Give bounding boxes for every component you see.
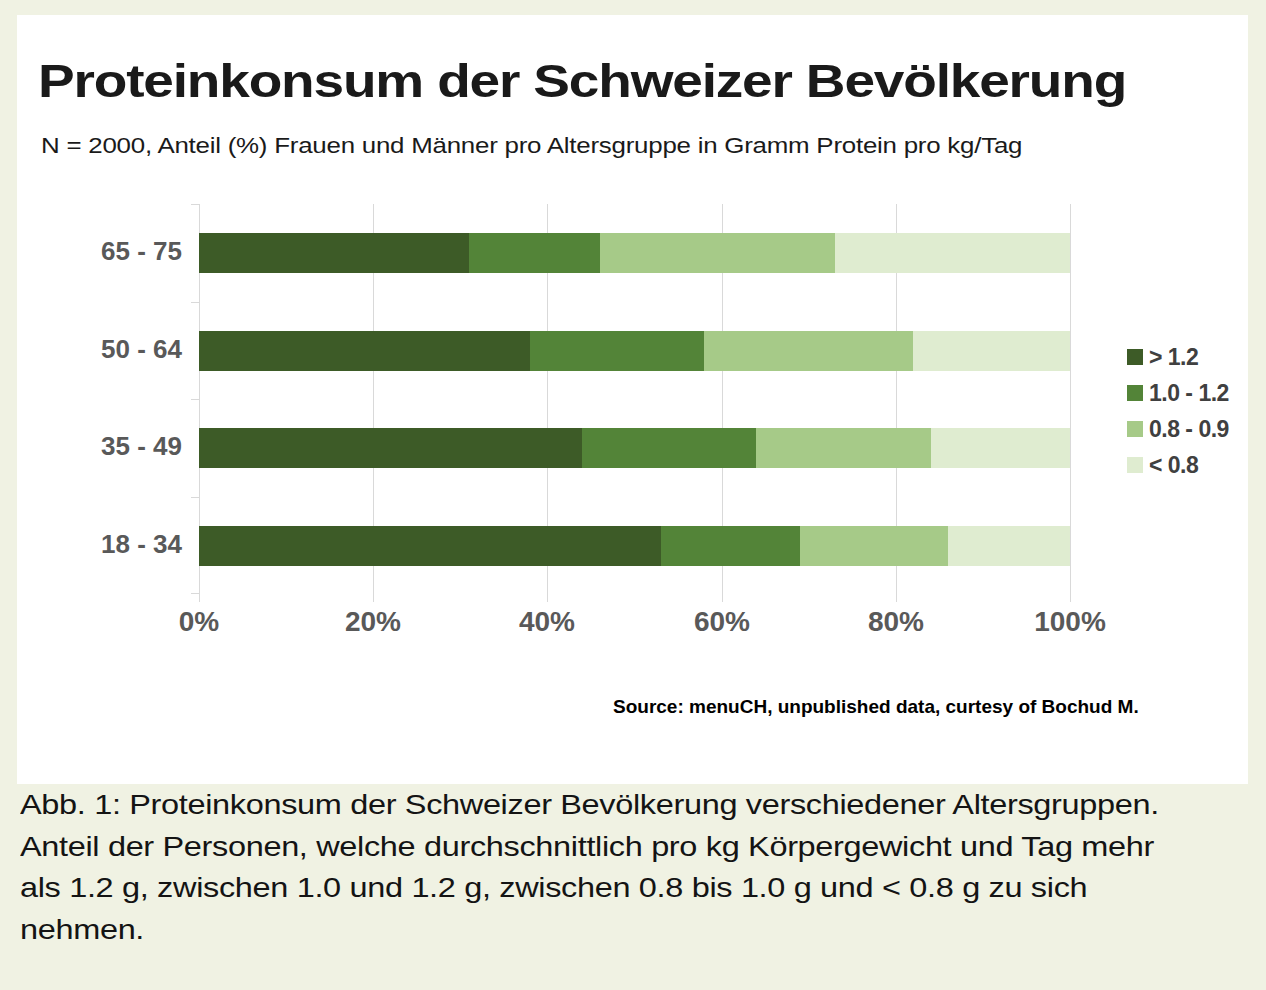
legend-item: > 1.2 bbox=[1127, 339, 1229, 375]
source-note: Source: menuCH, unpublished data, curtes… bbox=[613, 696, 1139, 718]
legend-item: 1.0 - 1.2 bbox=[1127, 375, 1229, 411]
x-axis-tick bbox=[722, 594, 723, 602]
bar-segment bbox=[756, 428, 930, 468]
bar-segment bbox=[199, 331, 530, 371]
caption-line: nehmen. bbox=[20, 909, 1266, 951]
bar-segment bbox=[582, 428, 756, 468]
bar-segment bbox=[600, 233, 835, 273]
legend: > 1.2 1.0 - 1.2 0.8 - 0.9 < 0.8 bbox=[1127, 339, 1229, 483]
y-axis-tick bbox=[191, 593, 199, 594]
bar-segment bbox=[199, 428, 582, 468]
legend-item: 0.8 - 0.9 bbox=[1127, 411, 1229, 447]
x-axis-label: 80% bbox=[831, 606, 961, 638]
caption-line: als 1.2 g, zwischen 1.0 und 1.2 g, zwisc… bbox=[20, 867, 1266, 909]
y-axis-tick bbox=[191, 204, 199, 205]
y-axis-label: 50 - 64 bbox=[67, 334, 182, 365]
legend-item: < 0.8 bbox=[1127, 447, 1229, 483]
caption-line: Anteil der Personen, welche durchschnitt… bbox=[20, 826, 1266, 868]
x-axis-label: 20% bbox=[308, 606, 438, 638]
bar-segment bbox=[835, 233, 1070, 273]
y-axis-tick bbox=[191, 399, 199, 400]
plot-area: 0%20%40%60%80%100%65 - 7550 - 6435 - 491… bbox=[199, 204, 1070, 594]
figure-caption: Abb. 1: Proteinkonsum der Schweizer Bevö… bbox=[20, 784, 1240, 950]
bar-segment bbox=[530, 331, 704, 371]
legend-swatch-icon bbox=[1127, 385, 1143, 401]
x-axis-tick bbox=[373, 594, 374, 602]
y-axis-tick bbox=[191, 302, 199, 303]
y-axis-label: 18 - 34 bbox=[67, 529, 182, 560]
bar-segment bbox=[199, 233, 469, 273]
x-axis-tick bbox=[199, 594, 200, 602]
bar-segment bbox=[661, 526, 800, 566]
bar-segment bbox=[948, 526, 1070, 566]
bar-segment bbox=[469, 233, 600, 273]
bar-segment bbox=[800, 526, 948, 566]
chart-subtitle: N = 2000, Anteil (%) Frauen und Männer p… bbox=[41, 133, 1022, 159]
y-axis-label: 65 - 75 bbox=[67, 236, 182, 267]
x-axis-tick bbox=[896, 594, 897, 602]
y-axis-tick bbox=[191, 497, 199, 498]
chart-panel: Proteinkonsum der Schweizer Bevölkerung … bbox=[17, 15, 1248, 784]
chart-title: Proteinkonsum der Schweizer Bevölkerung bbox=[38, 53, 1126, 108]
bar-segment bbox=[931, 428, 1070, 468]
legend-label: < 0.8 bbox=[1149, 452, 1198, 479]
legend-swatch-icon bbox=[1127, 457, 1143, 473]
x-axis-tick bbox=[547, 594, 548, 602]
bar-segment bbox=[704, 331, 913, 371]
y-axis-label: 35 - 49 bbox=[67, 431, 182, 462]
x-axis-label: 100% bbox=[1005, 606, 1135, 638]
legend-label: > 1.2 bbox=[1149, 344, 1198, 371]
bar-segment bbox=[913, 331, 1070, 371]
legend-swatch-icon bbox=[1127, 349, 1143, 365]
x-axis-label: 40% bbox=[482, 606, 612, 638]
x-axis-label: 60% bbox=[657, 606, 787, 638]
legend-label: 1.0 - 1.2 bbox=[1149, 380, 1229, 407]
bar-segment bbox=[199, 526, 661, 566]
x-axis-label: 0% bbox=[134, 606, 264, 638]
caption-line: Abb. 1: Proteinkonsum der Schweizer Bevö… bbox=[20, 784, 1266, 826]
legend-swatch-icon bbox=[1127, 421, 1143, 437]
legend-label: 0.8 - 0.9 bbox=[1149, 416, 1229, 443]
x-axis-tick bbox=[1070, 594, 1071, 602]
gridline bbox=[1070, 204, 1071, 594]
